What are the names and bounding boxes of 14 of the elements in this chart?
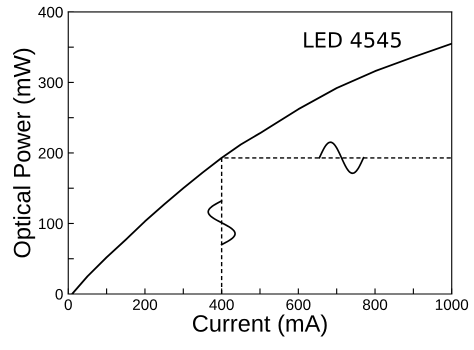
y-axis-title: Optical Power (mW) (13, 48, 36, 258)
y-tick-label: 100 (39, 218, 63, 230)
x-tick-label: 800 (362, 299, 388, 310)
x-tick-label: 200 (132, 299, 158, 310)
x-tick-label: 0 (64, 299, 72, 310)
annotation: LED 4545 (304, 32, 401, 48)
x-axis-title: Current (mA) (192, 314, 327, 336)
x-tick-label: 600 (286, 299, 310, 310)
x-tick-label: 1000 (436, 299, 468, 310)
x-tick-label: 400 (209, 299, 234, 310)
y-tick-label: 200 (38, 148, 63, 159)
y-tick-label: 0 (55, 288, 63, 300)
y-tick-label: 400 (38, 6, 63, 18)
y-tick-label: 300 (38, 77, 63, 88)
